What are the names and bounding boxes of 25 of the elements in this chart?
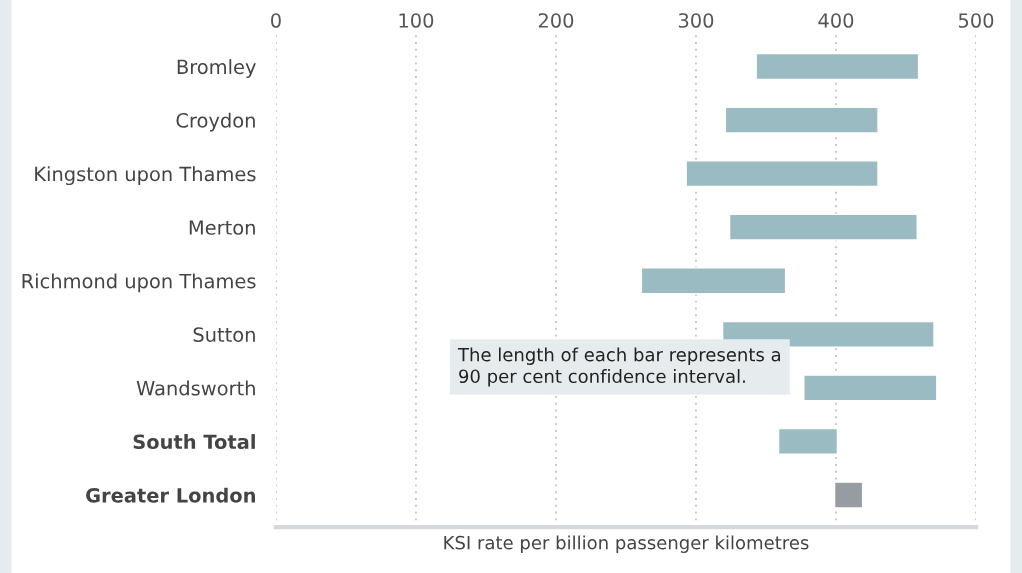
x-tick-label: 200 bbox=[538, 13, 574, 28]
y-tick-label: Bromley bbox=[177, 59, 256, 78]
y-tick-label: Wandsworth bbox=[136, 380, 255, 396]
x-axis-title: KSI rate per billion passenger kilometres bbox=[444, 535, 809, 553]
x-tick-label: 0 bbox=[271, 13, 281, 28]
bar bbox=[640, 267, 787, 295]
annotation: The length of each bar represents a 90 per cent confidence interval. bbox=[457, 347, 780, 387]
bar bbox=[755, 52, 920, 81]
y-tick-label: Croydon bbox=[176, 112, 255, 132]
y-tick-label: Sutton bbox=[193, 327, 255, 342]
y-tick-label: Merton bbox=[189, 220, 255, 235]
bar bbox=[728, 213, 918, 241]
bar bbox=[724, 106, 879, 134]
bar bbox=[777, 427, 839, 456]
bar bbox=[833, 481, 864, 509]
y-tick-label: South Total bbox=[133, 434, 255, 450]
x-tick-label: 100 bbox=[399, 13, 434, 28]
y-tick-label: Richmond upon Thames bbox=[22, 273, 256, 293]
x-tick-label: 400 bbox=[818, 13, 854, 28]
y-tick-label: Greater London bbox=[86, 487, 255, 503]
x-tick-label: 500 bbox=[958, 13, 994, 28]
x-tick-label: 300 bbox=[678, 13, 714, 28]
bar bbox=[803, 374, 938, 402]
y-tick-label: Kingston upon Thames bbox=[35, 166, 256, 186]
bar bbox=[685, 160, 879, 188]
